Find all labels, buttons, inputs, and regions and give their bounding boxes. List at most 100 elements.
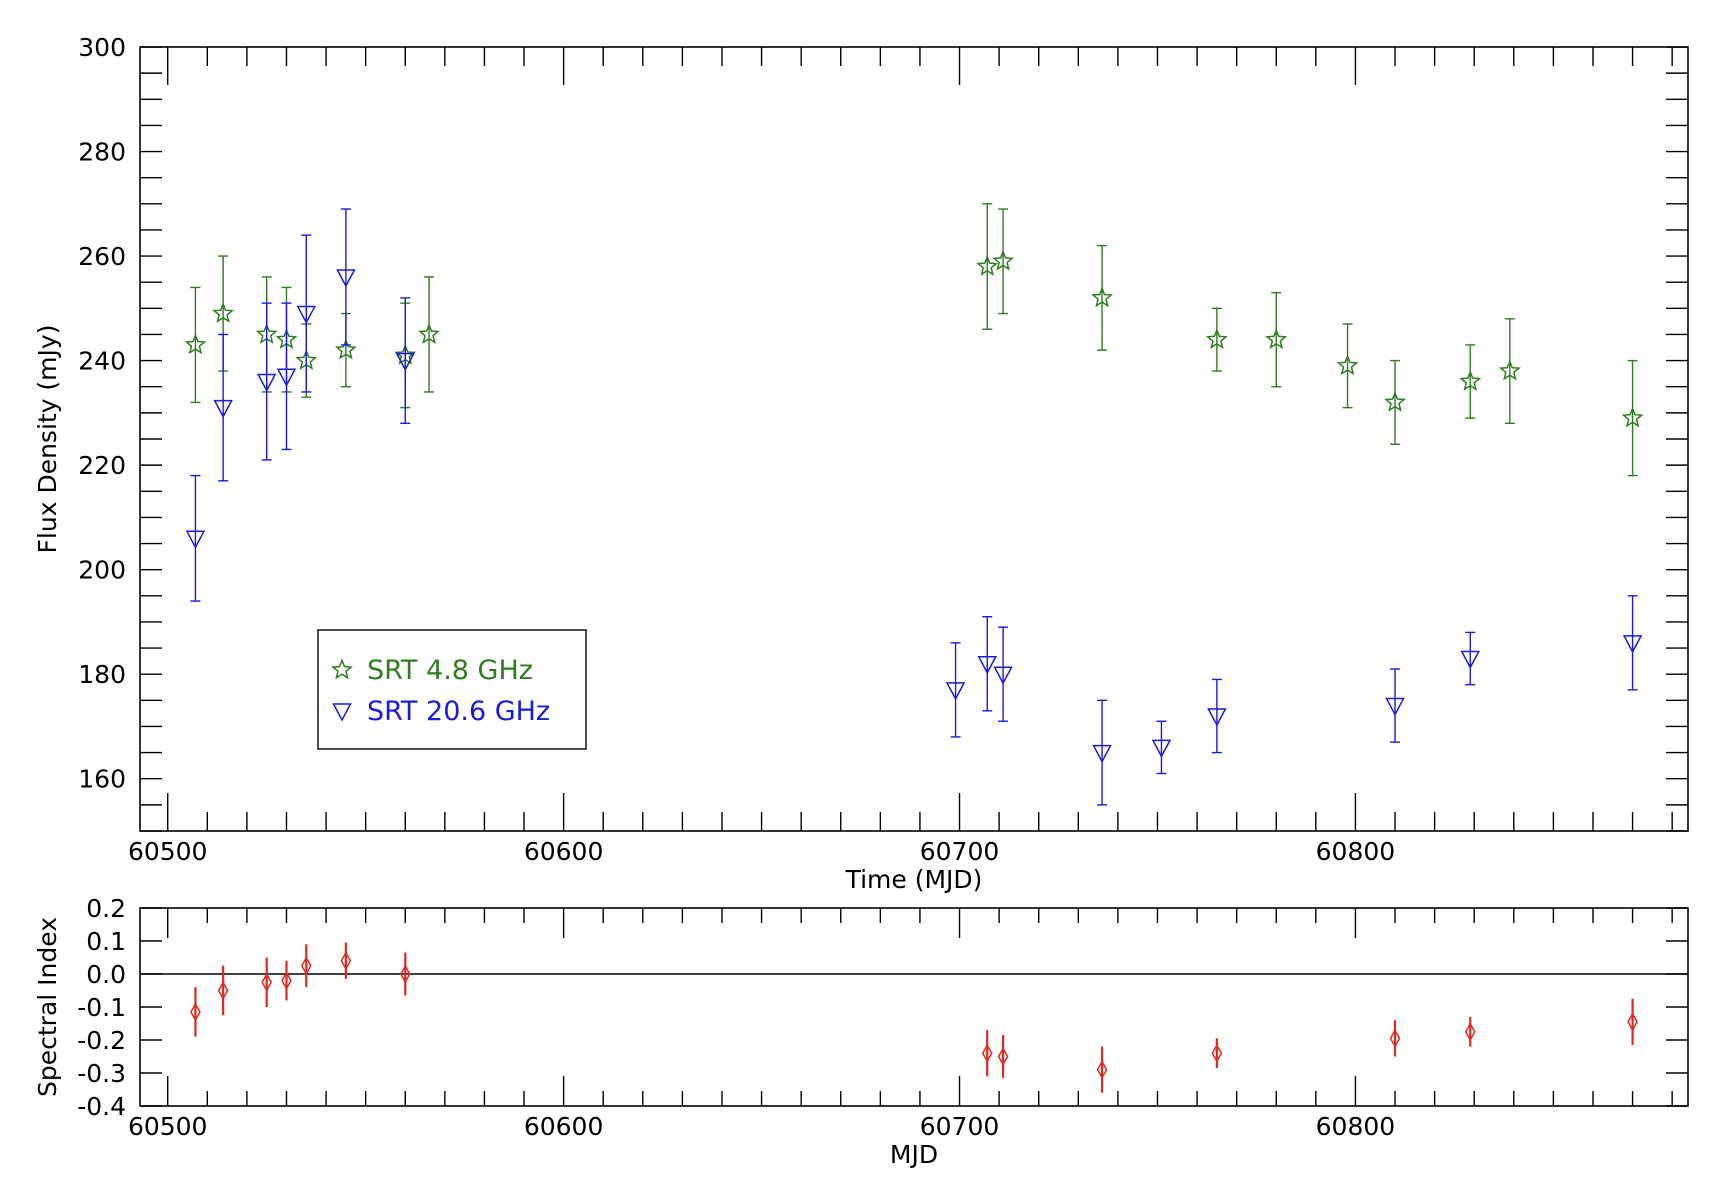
diamond-marker [997, 1046, 1009, 1067]
flux-density-x-ticks: 60500 60600 60700 60800 [128, 47, 1673, 866]
srt-20-6-ghz-data-point [1207, 678, 1227, 754]
srt-20-6-ghz-data-point [213, 333, 233, 482]
spectral-index-x-axis-label: MJD [890, 1140, 938, 1169]
triangle-down-marker [256, 373, 277, 393]
y-tick-label: 0.0 [86, 960, 126, 989]
triangle-down-icon [332, 703, 352, 722]
y-tick-label: 160 [78, 765, 126, 794]
srt-20-6-ghz-data-point [276, 302, 297, 451]
spectral-index-data-point [1464, 1016, 1476, 1047]
srt-20-6-ghz-data-point [256, 302, 277, 461]
triangle-down-marker [945, 682, 966, 701]
srt-4-8-ghz-data-point [1091, 244, 1113, 351]
srt-20-6-ghz-data-point [296, 234, 317, 393]
diamond-marker [1464, 1022, 1476, 1042]
diamond-marker [300, 956, 312, 976]
srt-4-8-ghz-data-point [1621, 359, 1644, 477]
spectral-index-y-axis-label: Spectral Index [33, 917, 62, 1097]
triangle-down-marker [296, 305, 317, 325]
y-tick-label: -0.1 [77, 993, 126, 1022]
legend-label-srt-4-8-ghz: SRT 4.8 GHz [367, 655, 533, 686]
srt-4-8-ghz-data-point [1459, 344, 1482, 419]
star-marker [1091, 286, 1113, 308]
spectral-index-data-point [1096, 1046, 1108, 1093]
triangle-down-marker [977, 655, 997, 675]
spectral-index-data-point [1389, 1020, 1401, 1057]
star-marker [976, 254, 999, 276]
srt-4-8-ghz-data-point [976, 203, 999, 330]
spectral-index-data-point [1627, 998, 1638, 1045]
y-tick-label: -0.3 [77, 1059, 126, 1088]
srt-20-6-ghz-data-point [336, 208, 356, 346]
star-icon [331, 658, 353, 680]
srt-4-8-ghz-data-point [1336, 323, 1359, 409]
triangle-down-marker [1092, 744, 1112, 764]
spectral-index-marks [190, 942, 1638, 1093]
spectral-index-data-point [217, 965, 229, 1016]
flux-density-x-axis-label: Time (MJD) [845, 865, 983, 894]
flux-density-y-axis-label: Flux Density (mJy) [33, 325, 62, 554]
legend: SRT 4.8 GHz SRT 20.6 GHz [317, 629, 587, 750]
srt-20-6-ghz-data-point [1385, 668, 1405, 743]
diamond-marker [1627, 1012, 1638, 1032]
triangle-down-marker [395, 352, 416, 372]
srt-20-6-ghz-data-point [1622, 595, 1643, 691]
flux-density-y-ticks: 160 180 200 220 240 260 280 300 [78, 33, 1688, 832]
flux-density-marks [184, 203, 1644, 806]
triangle-down-marker [993, 666, 1013, 685]
spectral-index-data-point [997, 1035, 1009, 1078]
triangle-down-marker [1385, 697, 1405, 717]
y-tick-label: 300 [78, 33, 126, 62]
x-tick-label: 60600 [524, 1112, 604, 1141]
x-tick-label: 60800 [1316, 837, 1396, 866]
star-marker [1621, 406, 1644, 428]
y-tick-label: 200 [78, 556, 126, 585]
spectral-index-data-point [981, 1030, 993, 1077]
srt-4-8-ghz-data-point [1384, 359, 1407, 445]
diamond-marker [190, 1002, 201, 1022]
spectral-index-plot-frame [139, 907, 1689, 1107]
y-tick-label: 280 [78, 138, 126, 167]
spectral-index-data-point [300, 944, 312, 988]
triangle-down-marker [185, 530, 206, 549]
diamond-marker [1096, 1060, 1108, 1080]
x-tick-label: 60700 [920, 837, 1000, 866]
srt-4-8-ghz-data-point [1265, 291, 1288, 388]
srt-20-6-ghz-data-point [1460, 631, 1480, 686]
y-tick-label: 240 [78, 347, 126, 376]
diamond-marker [340, 951, 352, 971]
star-marker [418, 323, 440, 344]
legend-triangle-down-icon [332, 703, 352, 722]
y-tick-label: -0.4 [77, 1092, 126, 1121]
srt-20-6-ghz-data-point [977, 616, 997, 712]
triangle-down-marker [213, 399, 233, 419]
y-tick-label: 0.1 [86, 927, 126, 956]
srt-4-8-ghz-data-point [184, 286, 207, 404]
star-marker [212, 302, 235, 323]
srt-4-8-ghz-data-point [1205, 307, 1228, 372]
spectral-index-data-point [340, 942, 352, 979]
legend-label-srt-20-6-ghz: SRT 20.6 GHz [367, 696, 550, 727]
star-marker [1459, 369, 1482, 391]
spectral-index-x-ticks: 60500 60600 60700 60800 [128, 908, 1673, 1141]
triangle-down-marker [1207, 708, 1227, 727]
x-tick-label: 60700 [920, 1112, 1000, 1141]
srt-20-6-ghz-data-point [993, 626, 1013, 722]
spectral-index-data-point [281, 960, 292, 1001]
legend-box [317, 629, 587, 750]
y-tick-label: 180 [78, 660, 126, 689]
diamond-marker [217, 980, 229, 1001]
x-tick-label: 60500 [128, 1112, 208, 1141]
x-tick-label: 60600 [524, 837, 604, 866]
star-marker [1265, 328, 1288, 350]
star-marker [1498, 359, 1521, 381]
triangle-down-marker [276, 368, 297, 387]
x-tick-label: 60500 [128, 837, 208, 866]
spectral-index-data-point [190, 987, 201, 1037]
diamond-marker [981, 1043, 993, 1063]
star-marker [1384, 390, 1407, 412]
y-tick-label: -0.2 [77, 1026, 126, 1055]
diamond-marker [399, 964, 411, 984]
srt-20-6-ghz-data-point [945, 642, 966, 738]
